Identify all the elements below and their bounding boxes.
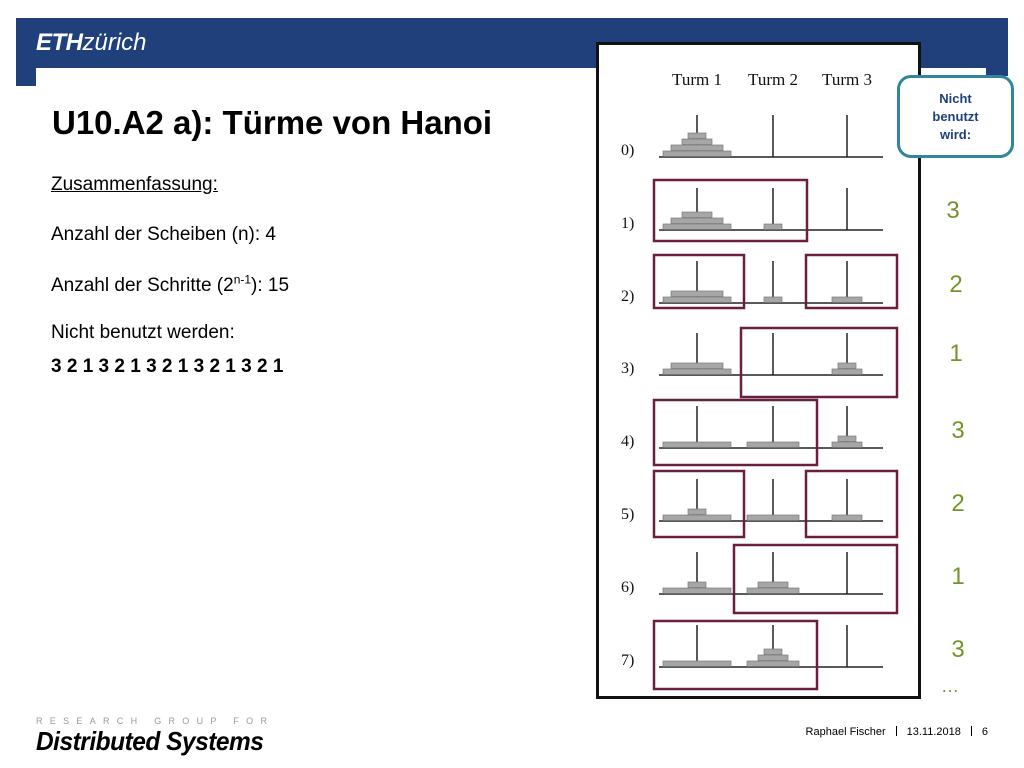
disk (662, 441, 732, 448)
disk (681, 211, 713, 218)
unused-tower-step-1: 3 (946, 197, 960, 224)
disk (662, 296, 732, 303)
disk (763, 296, 783, 303)
continuation-ellipsis: … (941, 676, 962, 696)
disk (662, 660, 732, 667)
summary-heading: Zusammenfassung: (51, 174, 218, 195)
disk (831, 368, 863, 375)
disk (831, 514, 863, 521)
unused-tower-step-2: 2 (949, 271, 963, 298)
disk (687, 581, 707, 588)
highlight-frame (652, 469, 746, 539)
disk (837, 362, 857, 369)
step-label: 2) (621, 288, 634, 305)
highlight-frame (804, 469, 899, 539)
header-bar-tab (16, 68, 36, 86)
highlight-frame (652, 253, 746, 310)
disk (746, 587, 800, 594)
steps-prefix: Anzahl der Schritte (2 (51, 275, 234, 296)
disk (662, 514, 732, 521)
steps-count-line: Anzahl der Schritte (2n-1): 15 (51, 272, 290, 297)
footer-meta: Raphael Fischer 13.11.2018 6 (806, 726, 988, 738)
slide-title: U10.A2 a): Türme von Hanoi (52, 104, 493, 141)
disk (670, 290, 724, 297)
hanoi-figure: Turm 1 Turm 2 Turm 3 0) 1) 2) 3) 4) 5) 6) 7) (596, 42, 921, 699)
step-label: 1) (621, 215, 634, 232)
disk (757, 654, 789, 661)
eth-logo: ETHzürich (36, 30, 147, 56)
highlight-frame (732, 543, 899, 615)
step-label: 7) (621, 652, 634, 669)
disk (757, 581, 789, 588)
unused-tower-step-7: 3 (951, 636, 965, 663)
unused-callout: Nicht benutzt wird: (897, 75, 1014, 158)
disks-count-line: Anzahl der Scheiben (n): 4 (51, 224, 276, 245)
step-label: 3) (621, 360, 634, 377)
disk (831, 441, 863, 448)
disk (662, 223, 732, 230)
disk (662, 587, 732, 594)
callout-line-2: benutzt (932, 109, 979, 124)
callout-line-3: wird: (939, 127, 972, 142)
disk (670, 144, 724, 151)
footer-author: Raphael Fischer (805, 726, 886, 738)
highlight-frame (652, 619, 819, 691)
disk (831, 296, 863, 303)
highlight-frame (739, 326, 899, 399)
disk (746, 514, 800, 521)
disk (670, 362, 724, 369)
highlight-frame (652, 178, 809, 243)
highlight-frame (652, 398, 819, 467)
disk (662, 150, 732, 157)
logo-bold: ETH (36, 29, 83, 56)
disk (746, 660, 800, 667)
header-bar-tab-right (986, 68, 1008, 76)
disk (681, 138, 713, 145)
steps-suffix: ): 15 (251, 275, 290, 296)
step-label: 5) (621, 506, 634, 523)
footer-page-number: 6 (981, 726, 988, 738)
footer-group-label: RESEARCH GROUP FOR (36, 716, 275, 726)
unused-tower-step-4: 3 (951, 417, 965, 444)
callout-line-1: Nicht (939, 91, 972, 106)
disk (687, 508, 707, 515)
step-label: 0) (621, 142, 634, 159)
step-label: 6) (621, 579, 634, 596)
tower-label: Turm 2 (748, 70, 798, 89)
unused-tower-step-6: 1 (951, 563, 965, 590)
disk (687, 132, 707, 139)
steps-exponent: n-1 (233, 272, 252, 287)
tower-label: Turm 3 (822, 70, 872, 89)
footer-separator (895, 726, 897, 736)
disk (670, 217, 724, 224)
disk (662, 368, 732, 375)
disk (837, 435, 857, 442)
unused-sequence: 3 2 1 3 2 1 3 2 1 3 2 1 3 2 1 (51, 356, 284, 377)
unused-label: Nicht benutzt werden: (51, 322, 235, 343)
highlight-frame (804, 253, 899, 310)
disk (763, 648, 783, 655)
disk (763, 223, 783, 230)
logo-rest: zürich (82, 29, 147, 56)
hanoi-steps-svg: Turm 1 Turm 2 Turm 3 0) 1) 2) 3) 4) 5) 6) 7) (621, 70, 899, 691)
tower-label: Turm 1 (672, 70, 722, 89)
footer-separator (970, 726, 972, 736)
footer-date: 13.11.2018 (906, 726, 961, 738)
unused-tower-step-5: 2 (951, 490, 965, 517)
unused-tower-step-3: 1 (949, 340, 963, 367)
step-label: 4) (621, 433, 634, 450)
footer-group-name: Distributed Systems (36, 726, 264, 756)
disk (746, 441, 800, 448)
